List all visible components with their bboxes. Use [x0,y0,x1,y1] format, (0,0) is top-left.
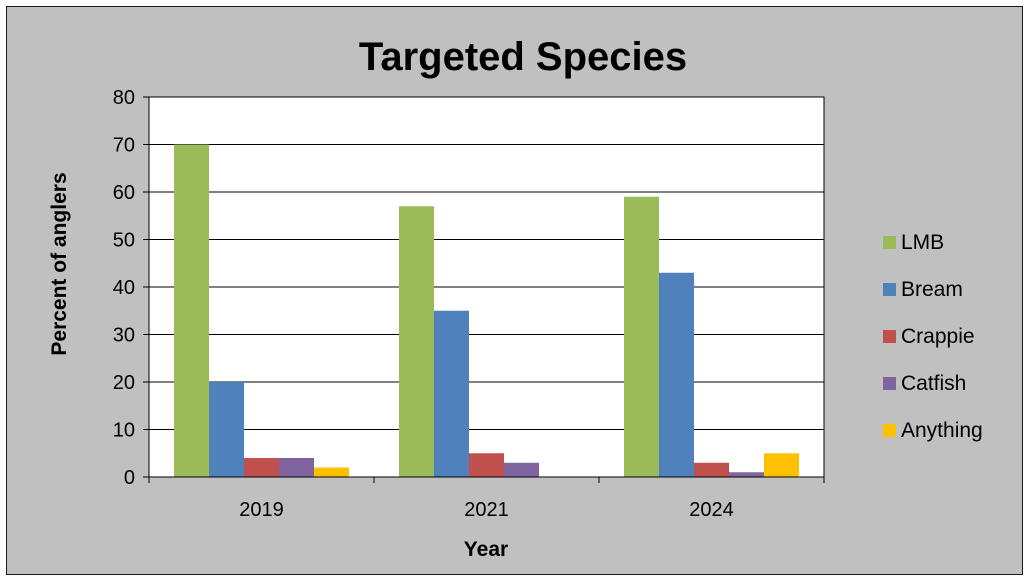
bar-catfish-2019 [279,458,314,477]
bar-lmb-2019 [174,144,209,477]
chart-title: Targeted Species [359,35,687,79]
legend-label-catfish: Catfish [901,372,966,395]
bar-catfish-2024 [729,472,764,477]
axes [143,96,825,483]
bar-group [174,144,799,477]
x-tick-label: 2021 [464,499,509,521]
legend-swatch-bream [883,283,896,296]
bar-anything-2024 [764,453,799,477]
y-tick-label: 50 [113,230,135,252]
bar-crappie-2021 [469,453,504,477]
legend-label-bream: Bream [901,278,963,301]
x-axis-tick-labels: 2019 2021 2024 [239,499,734,521]
legend-swatch-crappie [883,330,896,343]
x-axis-label: Year [464,538,508,561]
x-tick-label: 2019 [239,499,284,521]
y-tick-label: 80 [113,87,135,109]
bar-lmb-2021 [399,206,434,477]
bar-crappie-2024 [694,462,729,477]
x-tick-label: 2024 [689,499,734,521]
y-tick-label: 70 [113,135,135,157]
legend-label-crappie: Crappie [901,325,975,348]
y-tick-label: 40 [113,277,135,299]
bar-catfish-2021 [504,462,539,477]
bar-lmb-2024 [624,196,659,477]
gridlines [149,96,824,430]
y-tick-label: 30 [113,325,135,347]
legend-label-anything: Anything [901,419,983,442]
y-axis-label: Percent of anglers [48,172,71,355]
bar-bream-2024 [659,272,694,477]
legend-label-lmb: LMB [901,231,944,254]
y-axis-tick-labels: 0 10 20 30 40 50 60 70 80 [113,87,135,489]
legend-swatch-anything [883,424,896,437]
legend: LMB Bream Crappie Catfish Anything [883,231,983,442]
legend-swatch-catfish [883,377,896,390]
bar-crappie-2019 [244,458,279,477]
bar-anything-2019 [314,467,349,477]
bar-bream-2019 [209,382,244,477]
y-tick-label: 60 [113,182,135,204]
y-tick-label: 20 [113,372,135,394]
y-tick-label: 10 [113,420,135,442]
y-tick-label: 0 [124,467,135,489]
legend-swatch-lmb [883,236,896,249]
bar-bream-2021 [434,310,469,477]
